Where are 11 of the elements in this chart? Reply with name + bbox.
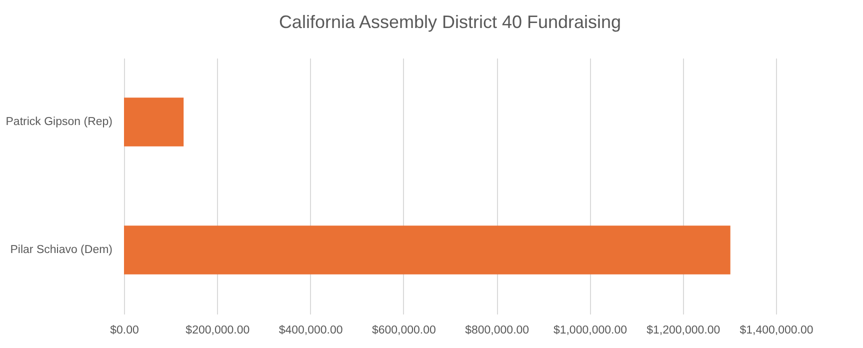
x-tick-label: $400,000.00 [278,324,343,336]
x-tick-label: $0.00 [110,324,139,336]
y-tick-label: Patrick Gipson (Rep) [6,116,113,128]
x-tick-label: $1,000,000.00 [553,324,627,336]
y-tick-label: Pilar Schiavo (Dem) [10,244,113,256]
chart-title: California Assembly District 40 Fundraising [278,12,622,32]
x-tick-label: $1,200,000.00 [646,324,720,336]
x-tick-label: $200,000.00 [186,324,250,336]
x-tick-label: $800,000.00 [465,324,530,336]
x-tick-label: $600,000.00 [372,324,436,336]
x-tick-label: $1,400,000.00 [740,324,814,336]
